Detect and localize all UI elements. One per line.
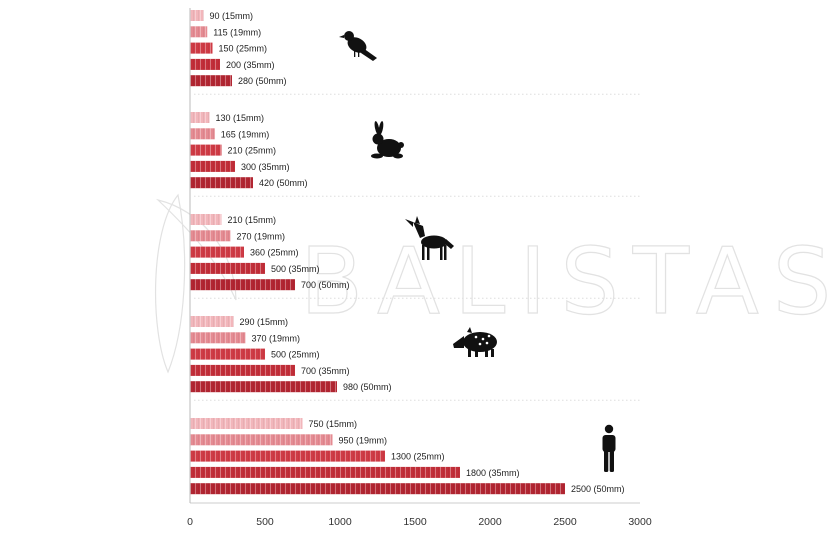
x-tick-label: 2500 [553, 516, 577, 528]
bar-value-label: 420 (50mm) [259, 178, 308, 188]
x-tick-label: 3000 [628, 516, 652, 528]
bar-series [190, 10, 565, 495]
bar-texture [190, 332, 246, 344]
bar-texture [190, 177, 253, 189]
bar-value-label: 750 (15mm) [309, 419, 358, 429]
bar-texture [190, 160, 235, 172]
bar-texture [190, 144, 222, 156]
x-tick-label: 0 [187, 516, 193, 528]
bar-labels: 90 (15mm) 115 (19mm) 150 (25mm) 200 (35mm) 2… [210, 11, 625, 494]
bar-texture [190, 75, 232, 87]
bar-value-label: 1300 (25mm) [391, 452, 445, 462]
bar-texture [190, 128, 215, 140]
bar-texture [190, 348, 265, 360]
x-tick-label: 1500 [403, 516, 427, 528]
bar-texture [190, 418, 303, 429]
bar-value-label: 370 (19mm) [252, 333, 301, 343]
watermark-text: BALISTAS [300, 228, 840, 335]
bar-texture [190, 466, 460, 478]
bar-value-label: 1800 (35mm) [466, 468, 520, 478]
bar-texture [190, 58, 220, 70]
bar-value-label: 700 (50mm) [301, 280, 350, 290]
watermark: BALISTAS [154, 193, 840, 374]
watermark-swoosh-icon [154, 193, 186, 374]
bar-texture [190, 450, 385, 462]
bar-value-label: 700 (35mm) [301, 366, 350, 376]
bar-texture [190, 316, 234, 327]
bar-value-label: 300 (35mm) [241, 162, 290, 172]
bar-value-label: 165 (19mm) [221, 129, 270, 139]
bar-texture [190, 26, 208, 38]
rabbit-icon [371, 120, 404, 159]
bar-value-label: 210 (25mm) [228, 146, 277, 156]
bar-texture [190, 279, 295, 291]
bar-texture [190, 262, 265, 274]
person-icon [602, 424, 616, 472]
bar-texture [190, 434, 333, 446]
bar-value-label: 500 (35mm) [271, 264, 320, 274]
bar-value-label: 200 (35mm) [226, 60, 275, 70]
bar-value-label: 115 (19mm) [213, 27, 261, 37]
bar-texture [190, 112, 210, 123]
bar-value-label: 500 (25mm) [271, 350, 320, 360]
bar-value-label: 130 (15mm) [216, 113, 265, 123]
bar-value-label: 950 (19mm) [339, 435, 388, 445]
x-tick-label: 500 [256, 516, 274, 528]
bird-icon [339, 31, 377, 61]
bar-value-label: 290 (15mm) [240, 317, 289, 327]
bar-texture [190, 10, 204, 21]
bar-texture [190, 483, 565, 495]
bar-value-label: 210 (15mm) [228, 215, 277, 225]
bar-value-label: 90 (15mm) [210, 11, 254, 21]
bar-texture [190, 230, 231, 242]
bar-texture [190, 246, 244, 258]
x-tick-label: 1000 [328, 516, 352, 528]
x-tick-label: 2000 [478, 516, 502, 528]
bar-texture [190, 214, 222, 225]
x-axis: 0 500 1000 1500 2000 2500 3000 [187, 8, 652, 528]
bar-value-label: 270 (19mm) [237, 231, 286, 241]
bar-value-label: 280 (50mm) [238, 76, 287, 86]
bar-texture [190, 381, 337, 393]
bar-value-label: 2500 (50mm) [571, 484, 625, 494]
bar-texture [190, 42, 213, 54]
bar-texture [190, 364, 295, 376]
bar-value-label: 150 (25mm) [219, 44, 268, 54]
bar-value-label: 980 (50mm) [343, 382, 392, 392]
bar-value-label: 360 (25mm) [250, 248, 299, 258]
